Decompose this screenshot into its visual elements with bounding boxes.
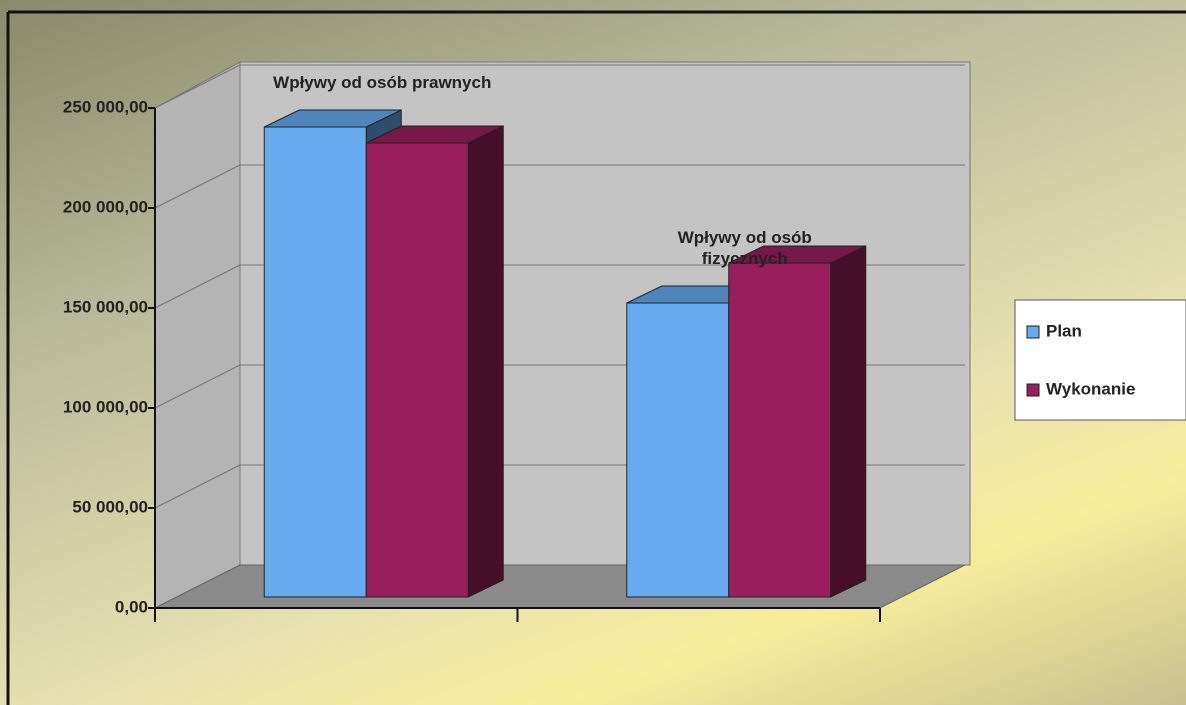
- grid-line: [154, 164, 241, 209]
- grid-line: [154, 464, 241, 509]
- category-label: Wpływy od osób fizycznych: [677, 228, 812, 268]
- bar: [626, 302, 730, 598]
- bar: [263, 126, 367, 598]
- side-wall: [154, 61, 241, 609]
- legend-swatch: [1026, 325, 1040, 339]
- category-label: Wpływy od osób prawnych: [273, 73, 492, 92]
- grid-line: [154, 364, 241, 409]
- y-tick-label: 250 000,00: [63, 97, 148, 116]
- y-tick-label: 100 000,00: [63, 397, 148, 416]
- grid-line: [154, 64, 241, 109]
- grid-line: [154, 264, 241, 309]
- y-tick-label: 200 000,00: [63, 197, 148, 216]
- legend-label: Plan: [1046, 321, 1082, 340]
- legend-label: Wykonanie: [1046, 379, 1135, 398]
- y-tick-label: 50 000,00: [72, 497, 148, 516]
- y-tick-label: 150 000,00: [63, 297, 148, 316]
- bar: [365, 142, 469, 598]
- bar-side: [830, 245, 867, 598]
- legend-swatch: [1026, 383, 1040, 397]
- bar: [728, 262, 832, 598]
- legend: [1014, 299, 1186, 421]
- y-tick-label: 0,00: [115, 597, 148, 616]
- bar-side: [467, 125, 504, 598]
